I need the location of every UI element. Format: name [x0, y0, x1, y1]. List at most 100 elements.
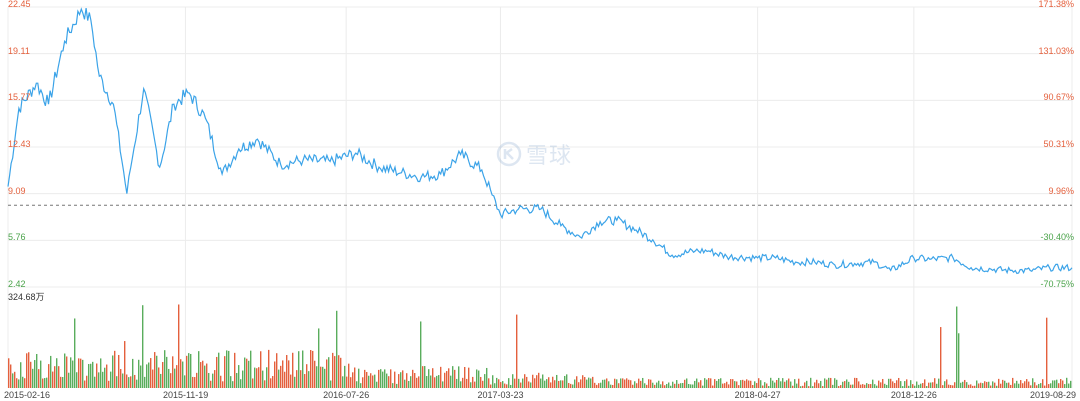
volume-bar — [450, 375, 452, 388]
volume-bar — [998, 378, 1000, 388]
volume-bar — [940, 327, 942, 388]
volume-bar — [816, 379, 818, 388]
volume-bar — [418, 376, 420, 388]
chart-grid — [7, 6, 1073, 388]
volume-bar — [932, 382, 934, 388]
volume-bar — [1058, 383, 1060, 388]
volume-bar — [296, 370, 298, 388]
volume-bar — [534, 378, 536, 388]
volume-bar — [350, 377, 352, 388]
volume-bar — [240, 379, 242, 388]
volume-bar — [646, 384, 648, 388]
volume-bar — [206, 363, 208, 388]
volume-bar — [772, 380, 774, 388]
volume-bar — [234, 352, 236, 388]
volume-bar — [416, 377, 418, 388]
volume-bar — [150, 358, 152, 388]
volume-bar — [190, 353, 192, 388]
volume-bar — [174, 368, 176, 388]
volume-bar — [264, 380, 266, 388]
volume-bar — [666, 383, 668, 388]
volume-bar — [14, 371, 16, 388]
volume-bar — [268, 349, 270, 388]
volume-bar — [1050, 383, 1052, 388]
volume-bar — [354, 367, 356, 388]
volume-bar — [616, 379, 618, 388]
pct-tick-label: -70.75% — [1040, 279, 1074, 289]
volume-bar — [198, 351, 200, 388]
volume-bar — [394, 371, 396, 388]
volume-bar — [722, 383, 724, 388]
price-tick-label: 5.76 — [8, 232, 26, 243]
volume-bar — [272, 376, 274, 388]
volume-bar — [630, 380, 632, 388]
volume-bar — [866, 383, 868, 388]
volume-bar — [744, 380, 746, 388]
volume-bar — [734, 381, 736, 388]
volume-bar — [966, 382, 968, 388]
volume-bar — [368, 375, 370, 388]
volume-bar — [208, 372, 210, 388]
pct-tick-label: 50.31% — [1043, 139, 1074, 149]
volume-bar — [992, 381, 994, 388]
volume-bar — [976, 380, 978, 388]
volume-bar — [780, 381, 782, 388]
volume-bar — [172, 356, 174, 388]
volume-bar — [388, 376, 390, 388]
volume-bar — [678, 383, 680, 388]
volume-bar — [366, 371, 368, 388]
volume-bar — [960, 382, 962, 388]
volume-bar — [818, 383, 820, 388]
volume-bar — [94, 376, 96, 388]
volume-bar — [1012, 377, 1014, 388]
volume-bar — [470, 382, 472, 388]
volume-bar — [964, 379, 966, 388]
volume-bar — [304, 374, 306, 388]
volume-bar — [778, 377, 780, 388]
volume-bar — [100, 358, 102, 388]
volume-bar — [398, 374, 400, 388]
volume-bar — [540, 378, 542, 388]
volume-bar — [378, 369, 380, 388]
volume-bar — [226, 350, 228, 388]
xueqiu-logo-icon — [496, 141, 522, 167]
volume-bar — [988, 381, 990, 388]
volume-bar — [44, 378, 46, 388]
volume-bar — [222, 381, 224, 388]
volume-max-label: 324.68万 — [8, 292, 45, 302]
volume-bar — [670, 385, 672, 388]
volume-bar — [306, 364, 308, 388]
volume-bar — [812, 386, 814, 388]
volume-bar — [684, 379, 686, 388]
price-tick-label: 12.43 — [8, 139, 31, 149]
volume-bar — [498, 379, 500, 388]
volume-bar — [880, 382, 882, 388]
volume-bar — [910, 380, 912, 388]
volume-bar — [542, 374, 544, 388]
volume-bar — [572, 384, 574, 388]
volume-bar — [584, 377, 586, 388]
volume-bar — [118, 354, 120, 388]
volume-bar — [202, 360, 204, 388]
volume-bar — [348, 363, 350, 388]
volume-bar — [776, 379, 778, 388]
volume-bar — [822, 386, 824, 388]
volume-bar — [1018, 383, 1020, 388]
volume-bar — [848, 381, 850, 388]
volume-bar — [862, 384, 864, 388]
volume-bar — [566, 374, 568, 388]
volume-bar — [984, 381, 986, 388]
volume-bar — [768, 386, 770, 388]
volume-bar — [838, 386, 840, 388]
volume-bar — [574, 379, 576, 388]
volume-bar — [546, 379, 548, 388]
volume-bar — [592, 376, 594, 388]
volume-bar — [352, 372, 354, 388]
volume-bar — [654, 384, 656, 388]
volume-bar — [460, 381, 462, 388]
volume-bar — [844, 381, 846, 388]
volume-bar — [200, 362, 202, 388]
volume-bar — [830, 377, 832, 388]
volume-bar — [66, 356, 68, 388]
